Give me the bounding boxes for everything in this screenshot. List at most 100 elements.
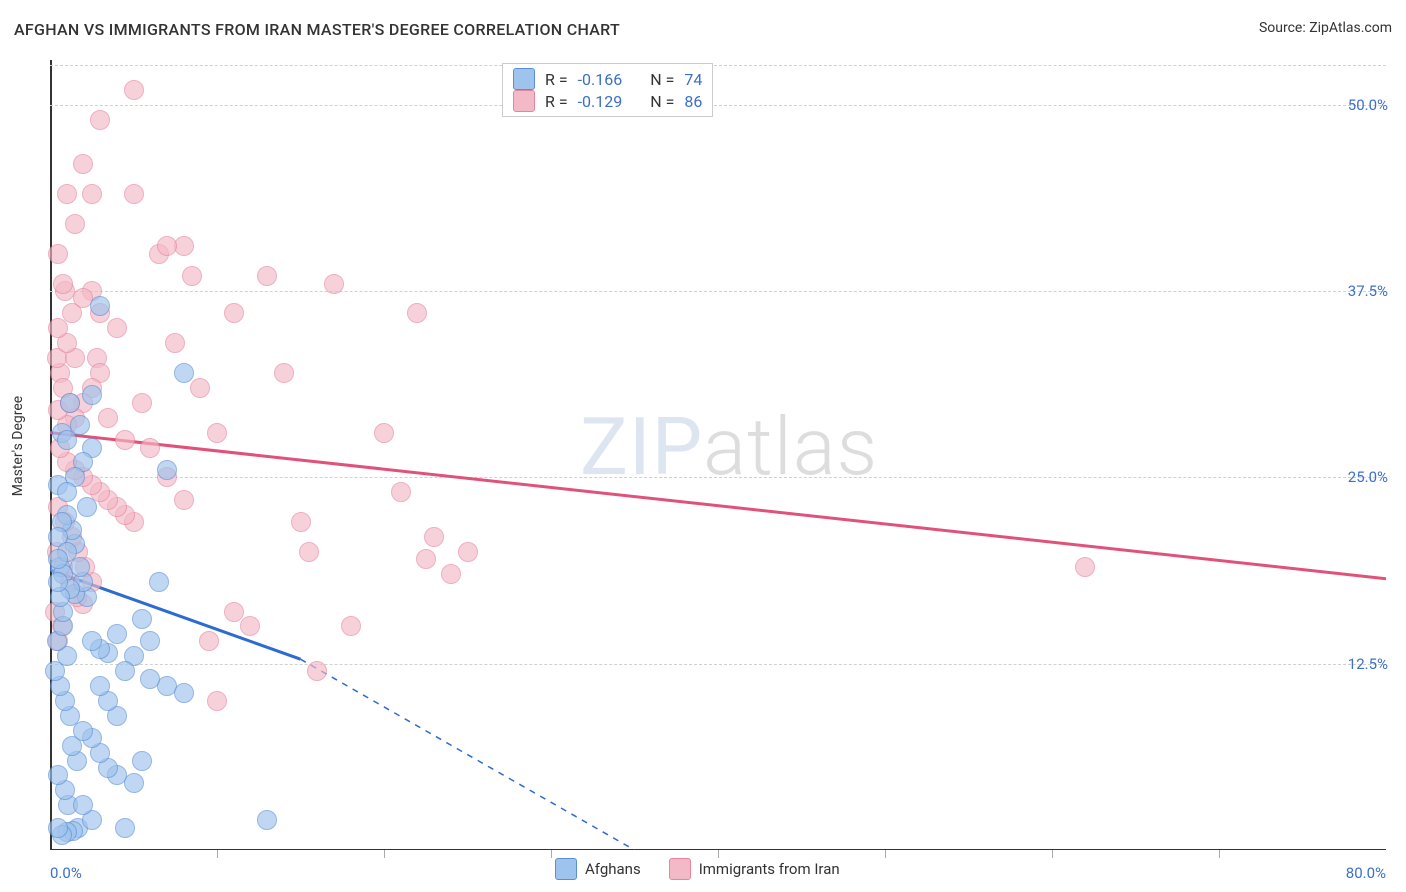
n-value: 74 [684,70,702,89]
gridline [50,65,1386,66]
data-point [174,363,194,383]
data-point [115,661,135,681]
x-axis-min-label: 0.0% [50,864,82,882]
data-point [174,490,194,510]
x-tick [1219,850,1220,858]
data-point [57,430,77,450]
data-point [73,154,93,174]
legend-item: Afghans [555,858,641,880]
data-point [224,303,244,323]
data-point [90,296,110,316]
data-point [207,691,227,711]
data-point [140,669,160,689]
data-point [132,751,152,771]
data-point [182,266,202,286]
data-point [82,631,102,651]
series-legend: Afghans Immigrants from Iran [555,858,840,880]
data-point [48,244,68,264]
stats-row: R =-0.166N =74 [513,68,702,90]
n-value: 86 [684,92,702,111]
chart-title: AFGHAN VS IMMIGRANTS FROM IRAN MASTER'S … [14,20,620,39]
data-point [441,564,461,584]
data-point [57,482,77,502]
gridline [50,477,1386,478]
data-point [240,616,260,636]
r-label: R = [545,70,568,89]
data-point [140,631,160,651]
gridline [50,291,1386,292]
data-point [274,363,294,383]
y-tick-label: 50.0% [1348,96,1388,114]
data-point [149,572,169,592]
data-point [257,266,277,286]
watermark-right: atlas [703,400,878,494]
data-point [132,609,152,629]
x-tick [551,850,552,858]
data-point [107,318,127,338]
data-point [48,818,68,838]
x-tick [1052,850,1053,858]
data-point [48,765,68,785]
n-label: N = [650,70,674,89]
data-point [115,818,135,838]
data-point [73,721,93,741]
legend-item: Immigrants from Iran [669,858,840,880]
legend-label: Immigrants from Iran [699,860,840,878]
data-point [341,616,361,636]
data-point [48,318,68,338]
x-tick [217,850,218,858]
trend-lines-layer [50,60,1386,850]
legend-swatch [669,858,691,880]
data-point [73,795,93,815]
data-point [1075,557,1095,577]
legend-swatch [513,90,535,112]
data-point [207,423,227,443]
data-point [291,512,311,532]
data-point [458,542,478,562]
data-point [224,602,244,622]
data-point [132,393,152,413]
data-point [48,549,68,569]
stats-row: R = -0.129 N = 86 [513,90,702,112]
data-point [407,303,427,323]
r-value: -0.129 [578,92,623,111]
data-point [65,214,85,234]
n-label: N = [650,92,674,111]
data-point [257,810,277,830]
data-point [391,482,411,502]
data-point [416,549,436,569]
legend-swatch [513,68,535,90]
data-point [57,184,77,204]
data-point [45,661,65,681]
source-label: Source: ZipAtlas.com [1259,20,1392,36]
x-axis-max-label: 80.0% [1346,864,1386,882]
data-point [82,385,102,405]
legend-swatch [555,858,577,880]
data-point [199,631,219,651]
data-point [307,661,327,681]
data-point [424,527,444,547]
r-label: R = [545,92,568,111]
data-point [140,438,160,458]
data-point [77,497,97,517]
y-axis-title: Master's Degree [10,396,26,496]
data-point [157,460,177,480]
data-point [60,393,80,413]
gridline [50,664,1386,665]
x-tick [885,850,886,858]
data-point [190,378,210,398]
data-point [90,110,110,130]
data-point [299,542,319,562]
data-point [90,676,110,696]
watermark-left: ZIP [580,400,703,494]
data-point [165,333,185,353]
data-point [374,423,394,443]
data-point [107,624,127,644]
y-tick-label: 25.0% [1348,468,1388,486]
legend-label: Afghans [585,860,641,878]
y-tick-label: 37.5% [1348,282,1388,300]
data-point [53,274,73,294]
data-point [48,572,68,592]
data-point [157,236,177,256]
source-prefix: Source: [1259,20,1309,36]
